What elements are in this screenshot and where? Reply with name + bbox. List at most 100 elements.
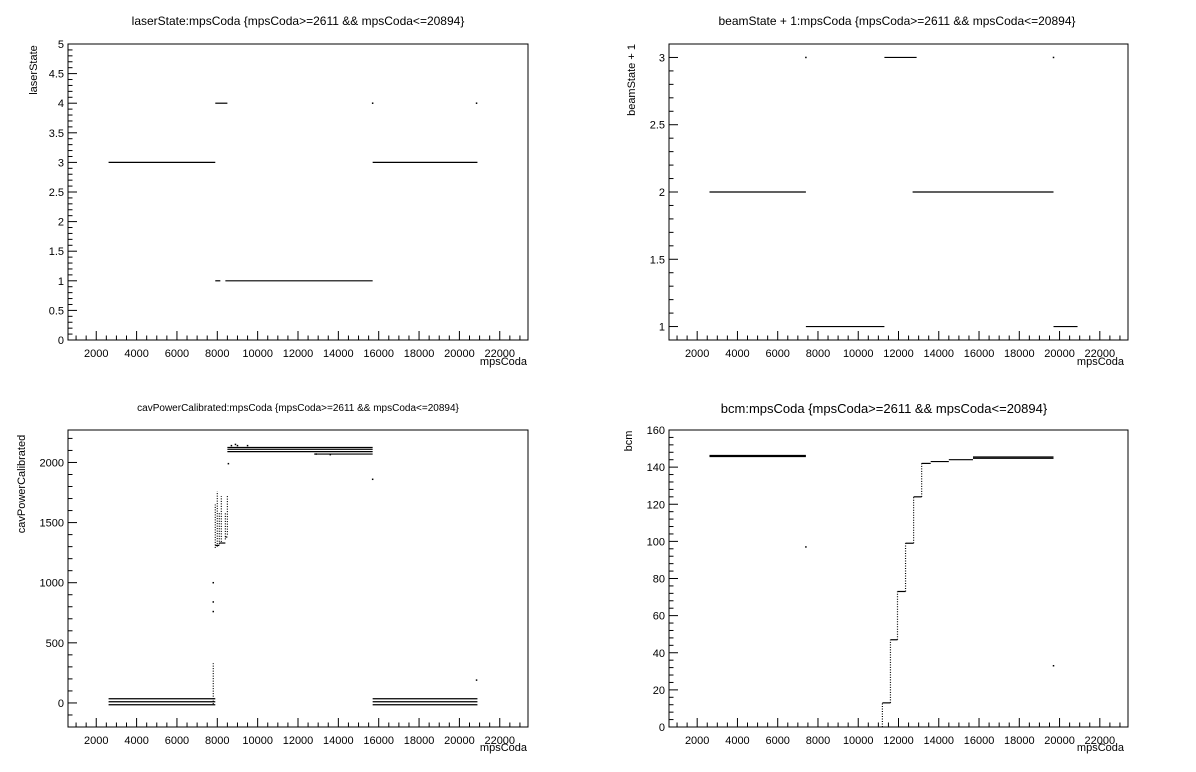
x-tick-label: 2000 (685, 735, 709, 747)
x-tick-label: 18000 (1004, 735, 1035, 747)
x-tick-label: 6000 (165, 348, 189, 360)
x-tick-label: 16000 (964, 735, 995, 747)
data-point (805, 56, 807, 59)
x-tick-label: 2000 (84, 348, 108, 360)
y-tick-label: 2000 (40, 457, 64, 469)
x-tick-label: 14000 (923, 735, 954, 747)
y-tick-label: 5 (58, 39, 64, 51)
y-tick-label: 40 (653, 648, 665, 660)
x-tick-label: 8000 (205, 735, 229, 747)
y-tick-label: 3 (659, 52, 665, 64)
y-axis-label: laserState (28, 45, 40, 95)
plot-frame (67, 43, 529, 341)
x-tick-label: 20000 (1044, 348, 1075, 360)
y-tick-label: 500 (46, 638, 64, 650)
chart-title: cavPowerCalibrated:mpsCoda {mpsCoda>=261… (137, 403, 459, 414)
y-tick-label: 1.5 (49, 246, 64, 258)
x-tick-label: 20000 (444, 735, 475, 747)
data-point (234, 443, 237, 446)
data-point (315, 453, 317, 455)
y-tick-label: 20 (653, 685, 665, 697)
x-tick-label: 12000 (883, 348, 914, 360)
x-tick-label: 10000 (843, 735, 874, 747)
x-tick-label: 16000 (363, 348, 394, 360)
y-tick-label: 60 (653, 611, 665, 623)
chart-beamState: beamState + 1:mpsCoda {mpsCoda>=2611 && … (626, 14, 1129, 368)
x-tick-label: 16000 (363, 735, 394, 747)
x-tick-label: 22000 (484, 348, 515, 360)
y-tick-label: 160 (647, 425, 665, 437)
plot-frame (67, 429, 529, 728)
x-axis-label: mpsCoda (1077, 356, 1125, 368)
x-tick-label: 14000 (323, 735, 354, 747)
x-tick-label: 14000 (323, 348, 354, 360)
x-tick-label: 6000 (765, 348, 789, 360)
x-tick-label: 18000 (404, 735, 435, 747)
plot-area: 2000 4000 6000 8000 10000 12000 14000 16000 1800… (650, 43, 1129, 360)
x-tick-label: 4000 (725, 348, 749, 360)
y-tick-label: 1 (659, 322, 665, 334)
x-tick-label: 12000 (283, 735, 314, 747)
x-tick-label: 4000 (124, 735, 148, 747)
y-tick-label: 1500 (40, 518, 64, 530)
x-tick-label: 4000 (124, 348, 148, 360)
x-tick-label: 10000 (242, 735, 273, 747)
data-point (212, 601, 215, 603)
x-tick-label: 10000 (843, 348, 874, 360)
x-tick-label: 20000 (444, 348, 475, 360)
x-tick-label: 6000 (765, 735, 789, 747)
plot-frame (668, 429, 1129, 728)
y-tick-label: 80 (653, 574, 665, 586)
y-tick-label: 100 (647, 536, 665, 548)
plot-area: 2000 4000 6000 8000 10000 12000 14000 16000 1800… (40, 429, 529, 747)
x-tick-label: 6000 (165, 735, 189, 747)
y-tick-label: 2.5 (49, 187, 64, 199)
x-tick-label: 20000 (1044, 735, 1075, 747)
x-tick-label: 2000 (84, 735, 108, 747)
x-tick-label: 16000 (964, 348, 995, 360)
y-tick-label: 0 (58, 698, 64, 710)
data-point (236, 444, 239, 447)
x-axis-label: mpsCoda (480, 356, 528, 368)
data-point (371, 478, 374, 481)
y-axis-label: beamState + 1 (626, 44, 638, 116)
y-tick-label: 2.5 (650, 120, 665, 132)
data-point (212, 610, 215, 613)
data-point (212, 581, 215, 584)
x-tick-label: 8000 (806, 735, 830, 747)
y-tick-label: 1000 (40, 578, 64, 590)
y-tick-label: 0.5 (49, 305, 64, 317)
y-tick-label: 140 (647, 462, 665, 474)
data-point (230, 444, 233, 447)
y-tick-label: 3.5 (49, 128, 64, 140)
x-tick-label: 12000 (283, 348, 314, 360)
x-tick-label: 8000 (806, 348, 830, 360)
x-tick-label: 14000 (923, 348, 954, 360)
y-tick-label: 3 (58, 157, 64, 169)
data-point (329, 453, 332, 456)
y-axis-label: bcm (623, 431, 635, 452)
y-tick-label: 4 (58, 98, 64, 110)
y-tick-label: 1.5 (650, 254, 665, 266)
x-tick-label: 8000 (205, 348, 229, 360)
y-tick-label: 0 (58, 335, 64, 347)
chart-title: beamState + 1:mpsCoda {mpsCoda>=2611 && … (718, 14, 1075, 28)
data-point (805, 546, 807, 548)
y-tick-label: 2 (659, 187, 665, 199)
x-tick-label: 22000 (1085, 735, 1116, 747)
data-point (1052, 664, 1055, 667)
data-point (1052, 56, 1055, 59)
data-point (475, 102, 478, 104)
y-tick-label: 2 (58, 217, 64, 229)
y-tick-label: 120 (647, 499, 665, 511)
y-tick-label: 4.5 (49, 69, 64, 81)
y-tick-label: 1 (58, 276, 64, 288)
x-tick-label: 18000 (1004, 348, 1035, 360)
data-point (475, 679, 478, 681)
data-point (227, 462, 230, 465)
x-tick-label: 18000 (404, 348, 435, 360)
x-axis-label: mpsCoda (480, 742, 528, 754)
x-tick-label: 10000 (242, 348, 273, 360)
y-axis-label: cavPowerCalibrated (16, 435, 28, 533)
